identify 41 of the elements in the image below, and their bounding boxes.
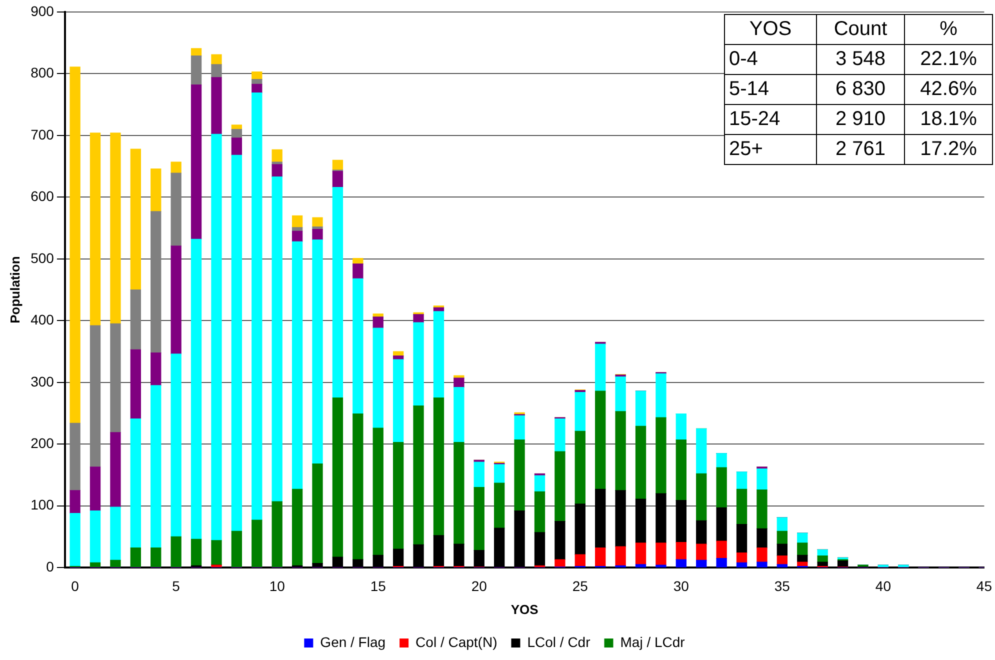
y-tick-label: 900 (30, 2, 54, 19)
x-tick-label: 35 (774, 578, 790, 594)
legend-label: Col / Capt(N) (416, 634, 498, 650)
y-axis-title: Population (7, 256, 22, 324)
annotation: 22.1% (905, 45, 993, 75)
x-tick-label: 45 (976, 578, 992, 594)
x-tick-label: 25 (572, 578, 588, 594)
y-tick-label: 500 (30, 250, 54, 266)
annotation: 2 761 (817, 135, 905, 165)
legend-label: Gen / Flag (320, 634, 386, 650)
y-tick-label: 200 (30, 434, 54, 451)
annotation: YOS (725, 15, 817, 45)
annotation: Count (817, 15, 905, 45)
annotation: 5-14 (725, 75, 817, 105)
annotation: 18.1% (905, 105, 993, 135)
annotation: 0-4 (725, 45, 817, 75)
y-tick-label: 800 (30, 64, 54, 81)
x-tick-label: 10 (269, 578, 286, 594)
annotation: 3 548 (817, 45, 905, 75)
annotation: 2 910 (817, 105, 905, 135)
y-tick-label: 400 (30, 312, 54, 328)
annotation: 42.6% (905, 75, 993, 105)
x-axis-title: YOS (510, 602, 539, 617)
x-tick-label: 20 (471, 578, 488, 594)
y-tick-label: 100 (30, 496, 54, 513)
annotation: 6 830 (817, 75, 905, 105)
y-tick-label: 700 (30, 126, 54, 142)
y-tick-label: 300 (30, 373, 54, 390)
x-tick-label: 30 (673, 578, 690, 594)
annotation: 25+ (725, 135, 817, 165)
x-tick-label: 0 (71, 578, 80, 594)
y-tick-label: 0 (46, 558, 54, 574)
y-tick-label: 600 (30, 188, 54, 204)
x-tick-label: 40 (875, 578, 892, 594)
legend-label: LCol / Cdr (527, 634, 591, 650)
annotation: % (905, 15, 993, 45)
legend-label: Maj / LCdr (620, 634, 686, 650)
x-tick-label: 5 (172, 578, 180, 594)
x-tick-label: 15 (370, 578, 386, 594)
annotation: 15-24 (725, 105, 817, 135)
annotation: 17.2% (905, 135, 993, 165)
